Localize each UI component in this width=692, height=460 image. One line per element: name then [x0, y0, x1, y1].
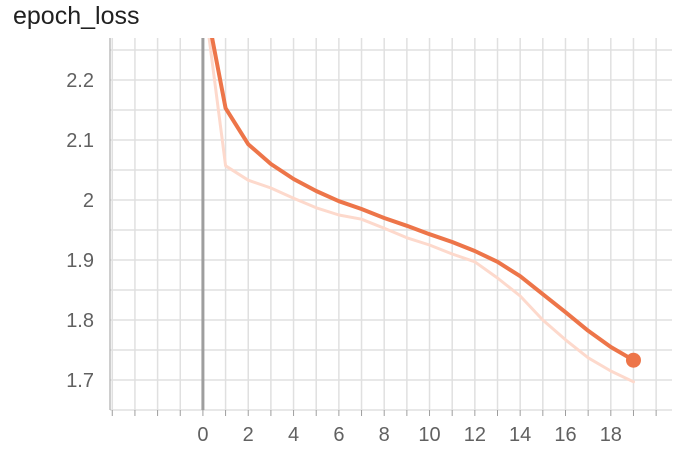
last-point-marker[interactable] — [625, 352, 641, 368]
chart-title: epoch_loss — [13, 2, 140, 30]
x-tick-label: 16 — [554, 424, 576, 446]
x-tick-label: 10 — [418, 424, 440, 446]
y-tick-label: 1.8 — [66, 310, 94, 332]
x-tick-label: 12 — [464, 424, 486, 446]
x-tick-label: 4 — [288, 424, 299, 446]
x-tick-label: 0 — [197, 424, 208, 446]
x-tick-label: 18 — [600, 424, 622, 446]
y-tick-label: 2.2 — [66, 70, 94, 92]
y-tick-label: 1.7 — [66, 370, 94, 392]
x-tick-label: 8 — [379, 424, 390, 446]
y-tick-label: 2 — [83, 190, 94, 212]
x-tick-label: 14 — [509, 424, 531, 446]
x-tick-label: 2 — [243, 424, 254, 446]
x-tick-label: 6 — [333, 424, 344, 446]
series-line-raw — [207, 38, 635, 384]
y-tick-label: 1.9 — [66, 250, 94, 272]
y-tick-label: 2.1 — [66, 130, 94, 152]
series-line-smoothed — [210, 38, 636, 363]
